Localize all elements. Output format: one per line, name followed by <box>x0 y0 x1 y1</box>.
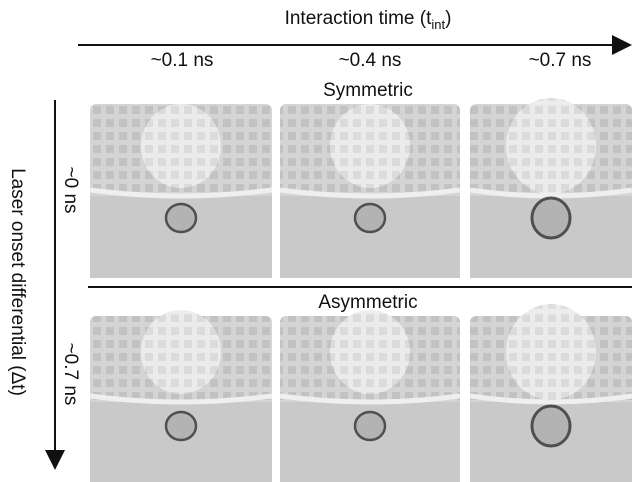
droplet <box>141 310 221 394</box>
cavity <box>532 198 570 238</box>
droplet <box>330 310 410 394</box>
droplet <box>506 304 596 400</box>
image-panel <box>470 304 632 482</box>
column-label: ~0.1 ns <box>151 50 214 71</box>
row-label: ~0.7 ns <box>60 343 81 406</box>
droplet <box>141 104 221 188</box>
image-panel <box>90 104 272 278</box>
column-label: ~0.4 ns <box>339 50 402 71</box>
figure: Interaction time (tint) ~0.1 ns ~0.4 ns … <box>0 0 636 482</box>
y-axis-label: Laser onset differential (Δt) <box>7 168 28 396</box>
page: Interaction time (tint) ~0.1 ns ~0.4 ns … <box>0 0 636 482</box>
cavity <box>355 412 385 440</box>
row-label: ~0 ns <box>60 166 81 213</box>
cavity <box>166 204 196 232</box>
column-label: ~0.7 ns <box>529 50 592 71</box>
droplet <box>330 104 410 188</box>
cavity <box>166 412 196 440</box>
image-panel <box>280 310 460 482</box>
section-label: Symmetric <box>323 80 413 101</box>
image-panel <box>280 104 460 278</box>
cavity <box>532 406 570 446</box>
x-axis-label: Interaction time (tint) <box>285 8 452 32</box>
image-panel <box>90 310 272 482</box>
image-panel <box>470 98 632 278</box>
cavity <box>355 204 385 232</box>
image-panels <box>90 98 632 482</box>
droplet <box>506 98 596 194</box>
section-label: Asymmetric <box>318 292 417 313</box>
